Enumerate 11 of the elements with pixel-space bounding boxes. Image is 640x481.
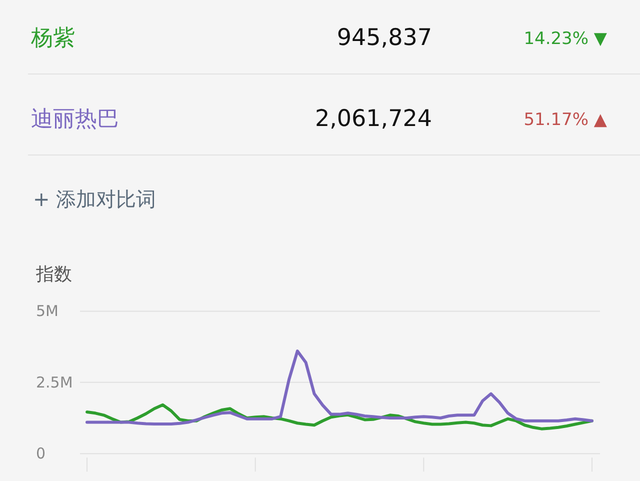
y-tick-label: 0 xyxy=(36,444,46,463)
y-tick-label: 2.5M xyxy=(36,373,73,392)
text: 14.23% ▼ xyxy=(524,29,608,49)
text: 945,837 xyxy=(336,25,432,51)
text: 杨紫 xyxy=(30,26,75,51)
text: + 添加对比词 xyxy=(33,187,156,211)
y-axis-title: 指数 xyxy=(35,264,72,285)
text: 2,061,724 xyxy=(314,106,432,132)
text: 迪丽热巴 xyxy=(31,107,119,132)
y-tick-label: 5M xyxy=(36,302,58,320)
text: 51.17% ▲ xyxy=(524,110,608,130)
